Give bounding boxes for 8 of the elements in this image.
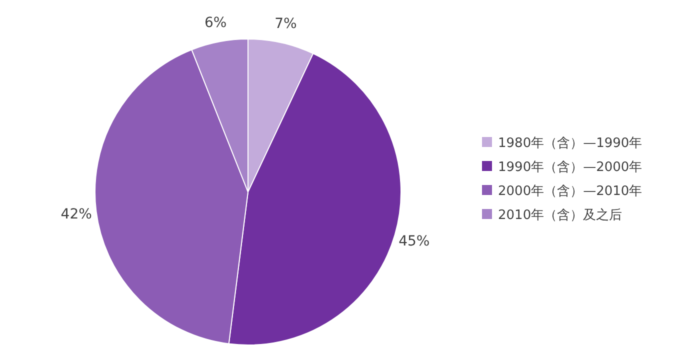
data-label: 7% <box>274 16 297 32</box>
legend-label: 2000年（含）—2010年 <box>498 184 642 199</box>
data-label: 42% <box>60 206 92 223</box>
legend-label: 1990年（含）—2000年 <box>498 160 642 175</box>
legend-label: 1980年（含）—1990年 <box>498 136 642 151</box>
legend-label: 2010年（含）及之后 <box>498 208 622 223</box>
data-label: 45% <box>398 233 430 250</box>
data-label: 6% <box>204 15 227 32</box>
